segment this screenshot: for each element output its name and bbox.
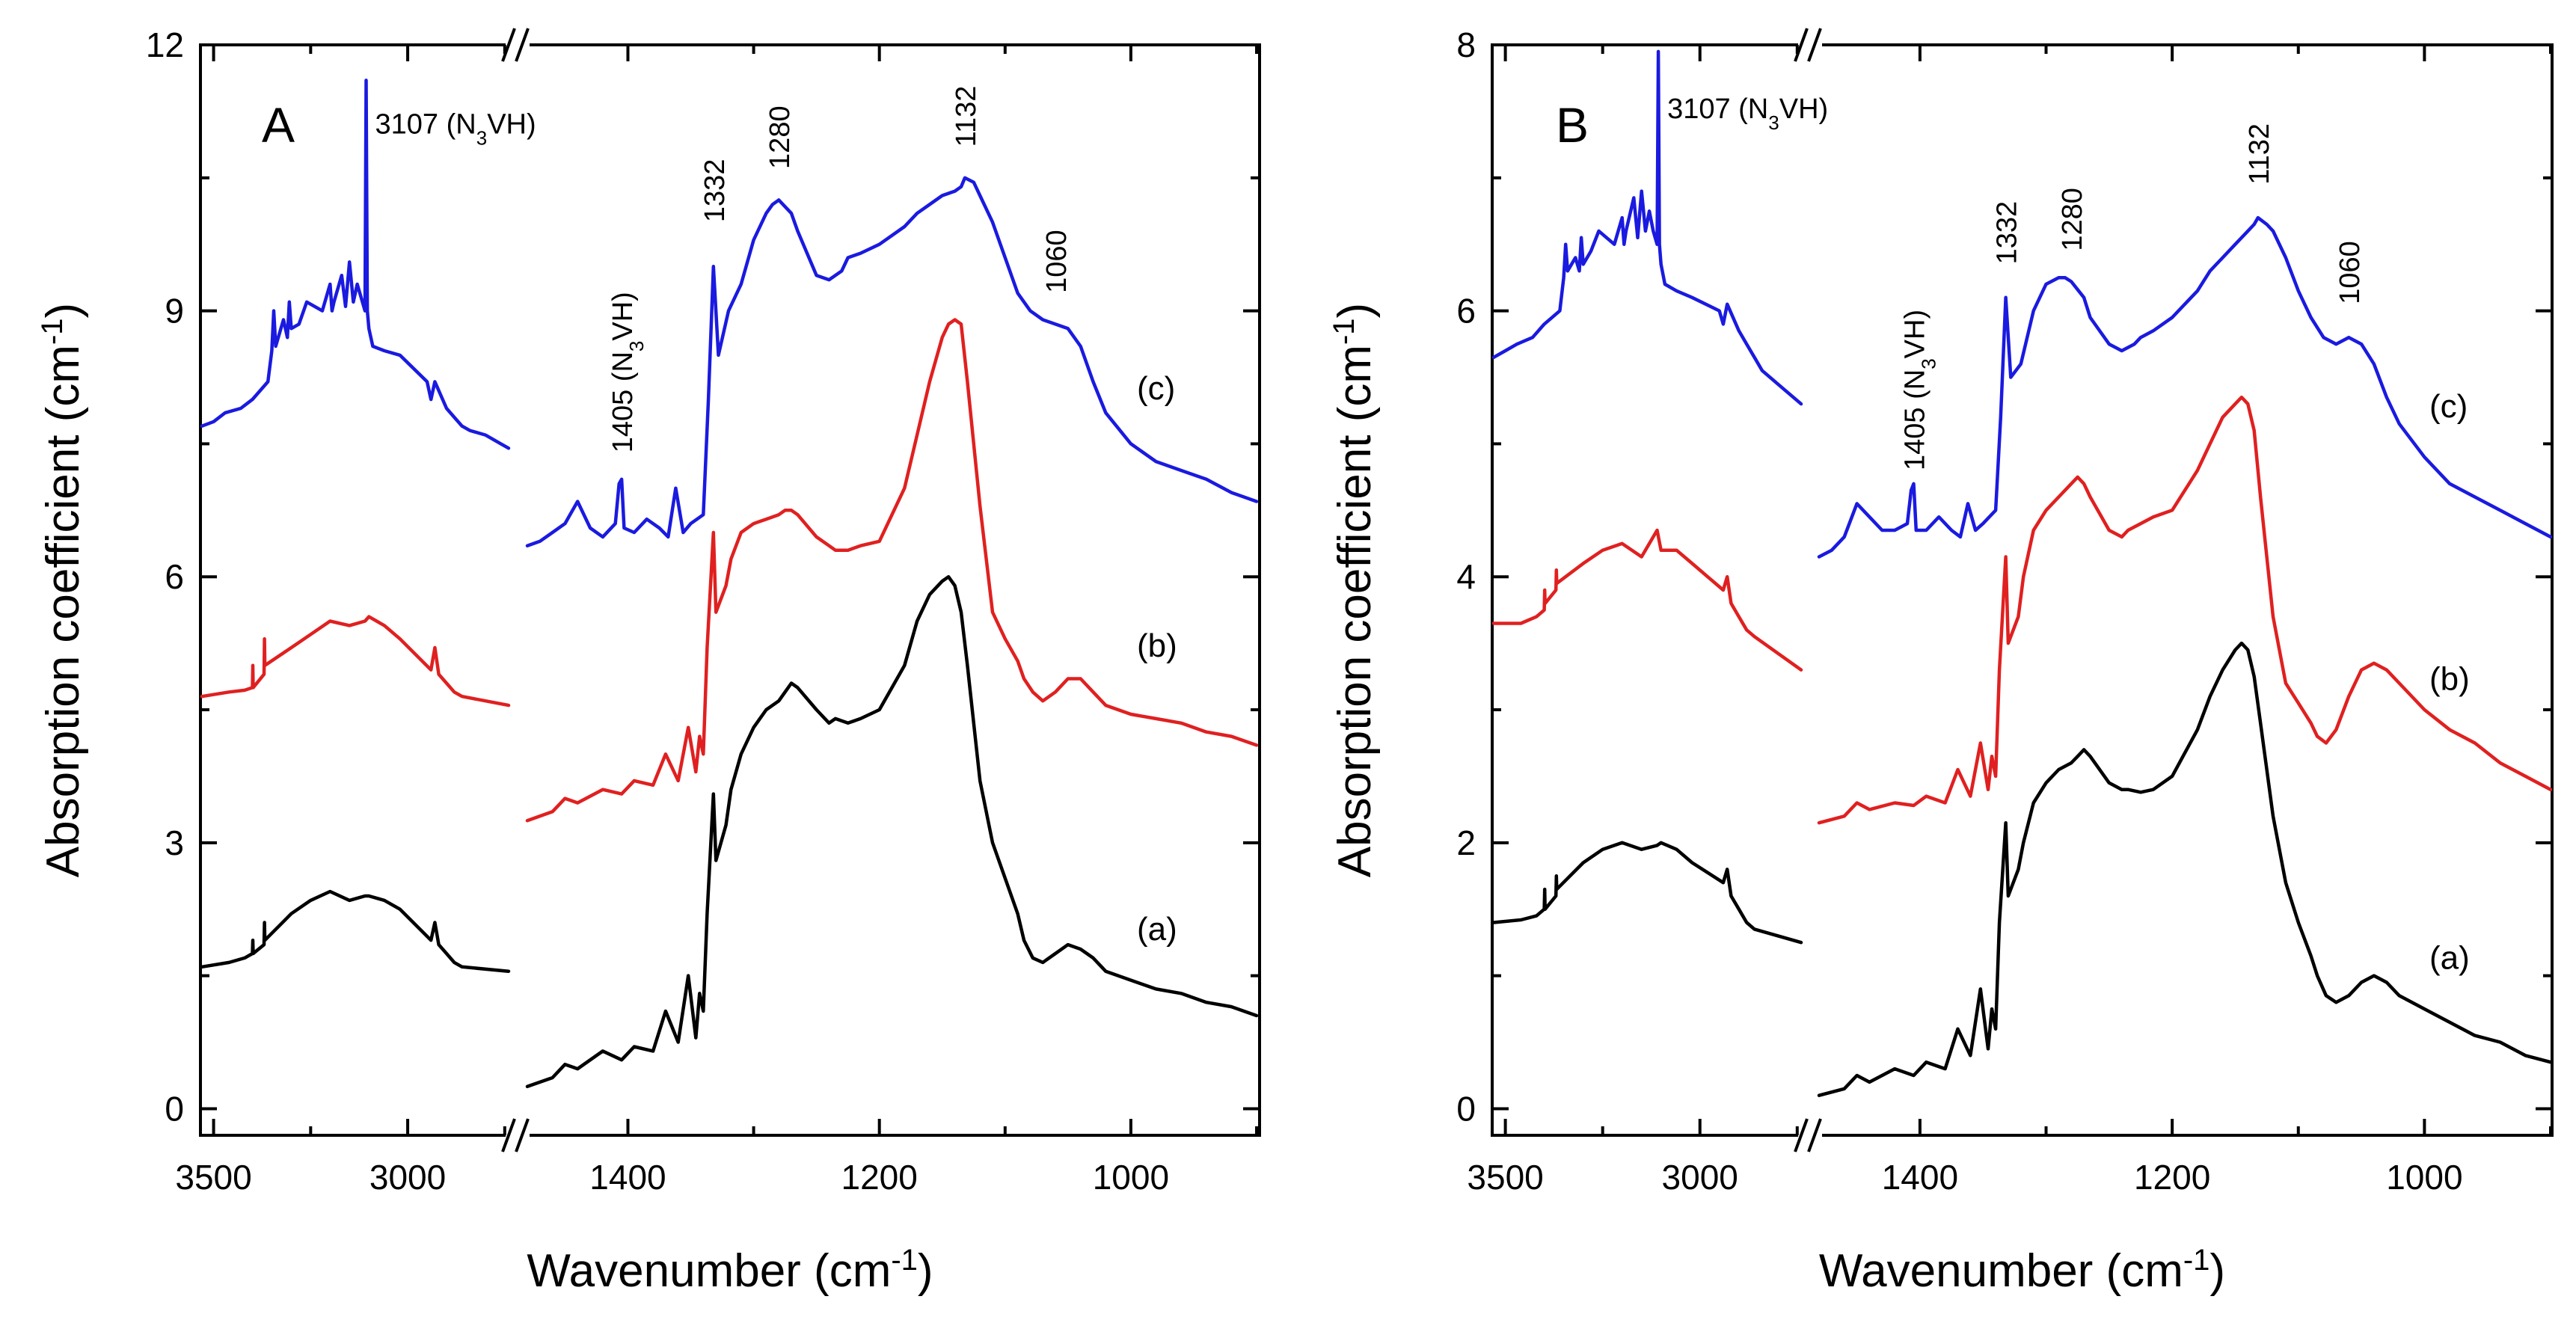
peak-annotation: 1332 — [699, 159, 731, 223]
top-axis-break-slash — [515, 28, 530, 62]
series-a-high — [1491, 841, 1803, 945]
y-tick-label: 0 — [1456, 1089, 1476, 1128]
y-axis-title: Absorption coefficient (cm-1) — [36, 303, 89, 877]
annotation-subscript: 3 — [476, 127, 487, 150]
curve-label: (c) — [2429, 388, 2468, 425]
bottom-axis-break-slash — [1807, 1118, 1822, 1152]
series-c-high — [1491, 49, 1803, 406]
y-axis-title: Absorption coefficient (cm-1) — [1328, 303, 1381, 877]
panel-letter: B — [1556, 97, 1589, 153]
y-tick-label: 3 — [165, 823, 184, 862]
annotation-subscript: 3 — [1917, 358, 1939, 369]
series-b-low — [525, 318, 1259, 823]
peak-annotation: 1132 — [951, 86, 982, 147]
x-tick-label: 3000 — [1662, 1158, 1738, 1197]
series-b-high — [200, 615, 511, 707]
series-b-high — [1491, 528, 1803, 672]
peak-annotation: 1132 — [2244, 123, 2275, 185]
x-tick-label: 1200 — [841, 1158, 918, 1197]
annotation-tail: VH) — [487, 109, 536, 141]
y-axis-title-superscript: -1 — [36, 318, 69, 345]
top-axis-break-slash — [501, 28, 516, 62]
panel-letter: A — [262, 97, 295, 153]
bottom-axis-break-slash — [1794, 1118, 1809, 1152]
y-axis-title-end: ) — [1329, 303, 1381, 319]
x-axis-title: Wavenumber (cm-1) — [527, 1244, 933, 1297]
annotation-subscript: 3 — [625, 341, 648, 352]
series-b-low — [1817, 395, 2553, 825]
y-axis-title-superscript: -1 — [1328, 318, 1361, 345]
annotation-tail: VH) — [607, 292, 639, 340]
peak-annotation: 1280 — [2057, 188, 2088, 251]
x-tick-label: 3500 — [175, 1158, 251, 1197]
x-tick-label: 1200 — [2134, 1158, 2210, 1197]
y-tick-label: 6 — [1456, 292, 1476, 331]
x-tick-label: 1400 — [589, 1158, 666, 1197]
y-axis-title-end: ) — [37, 303, 89, 319]
x-tick-label: 3500 — [1467, 1158, 1543, 1197]
y-tick-label: 0 — [165, 1089, 184, 1128]
y-tick-label: 2 — [1456, 823, 1476, 862]
annotation-subscript: 3 — [1768, 111, 1779, 134]
x-axis-title: Wavenumber (cm-1) — [1819, 1244, 2225, 1297]
peak-annotation: 1060 — [2334, 241, 2366, 304]
series-a-low — [1817, 641, 2553, 1097]
peak-annotation: 1332 — [1992, 201, 2023, 265]
annotation-tail: VH) — [1779, 93, 1828, 125]
x-tick-label: 1000 — [2386, 1158, 2462, 1197]
x-axis-title-end: ) — [2209, 1245, 2225, 1297]
curve-label: (c) — [1137, 370, 1175, 407]
annotation-tail: VH) — [1899, 310, 1931, 358]
y-tick-label: 8 — [1456, 25, 1476, 64]
y-tick-label: 9 — [165, 292, 184, 331]
x-tick-label: 3000 — [369, 1158, 446, 1197]
x-axis-title-superscript: -1 — [891, 1244, 918, 1277]
y-tick-label: 12 — [146, 25, 184, 64]
curve-label: (b) — [2429, 660, 2470, 697]
curve-label: (b) — [1137, 627, 1177, 664]
plot-frame — [199, 43, 1261, 1137]
x-tick-label: 1400 — [1882, 1158, 1958, 1197]
top-axis-break-slash — [1794, 28, 1809, 62]
series-a-high — [200, 889, 511, 973]
y-tick-label: 4 — [1456, 557, 1476, 596]
x-axis-title-end: ) — [918, 1245, 933, 1297]
bottom-axis-break-slash — [501, 1118, 516, 1152]
plot-frame — [1491, 43, 2554, 1137]
x-tick-label: 1000 — [1093, 1158, 1169, 1197]
curve-label: (a) — [2429, 940, 2470, 977]
curve-label: (a) — [1137, 911, 1177, 948]
series-c-low — [525, 176, 1259, 547]
x-axis-title-superscript: -1 — [2183, 1244, 2210, 1277]
bottom-axis-break-slash — [515, 1118, 530, 1152]
series-c-low — [1817, 215, 2553, 559]
series-c-high — [200, 79, 511, 450]
series-a-low — [525, 574, 1259, 1089]
peak-annotation: 1060 — [1041, 230, 1073, 293]
peak-annotation: 1280 — [764, 105, 796, 169]
y-tick-label: 6 — [165, 557, 184, 596]
top-axis-break-slash — [1807, 28, 1822, 62]
